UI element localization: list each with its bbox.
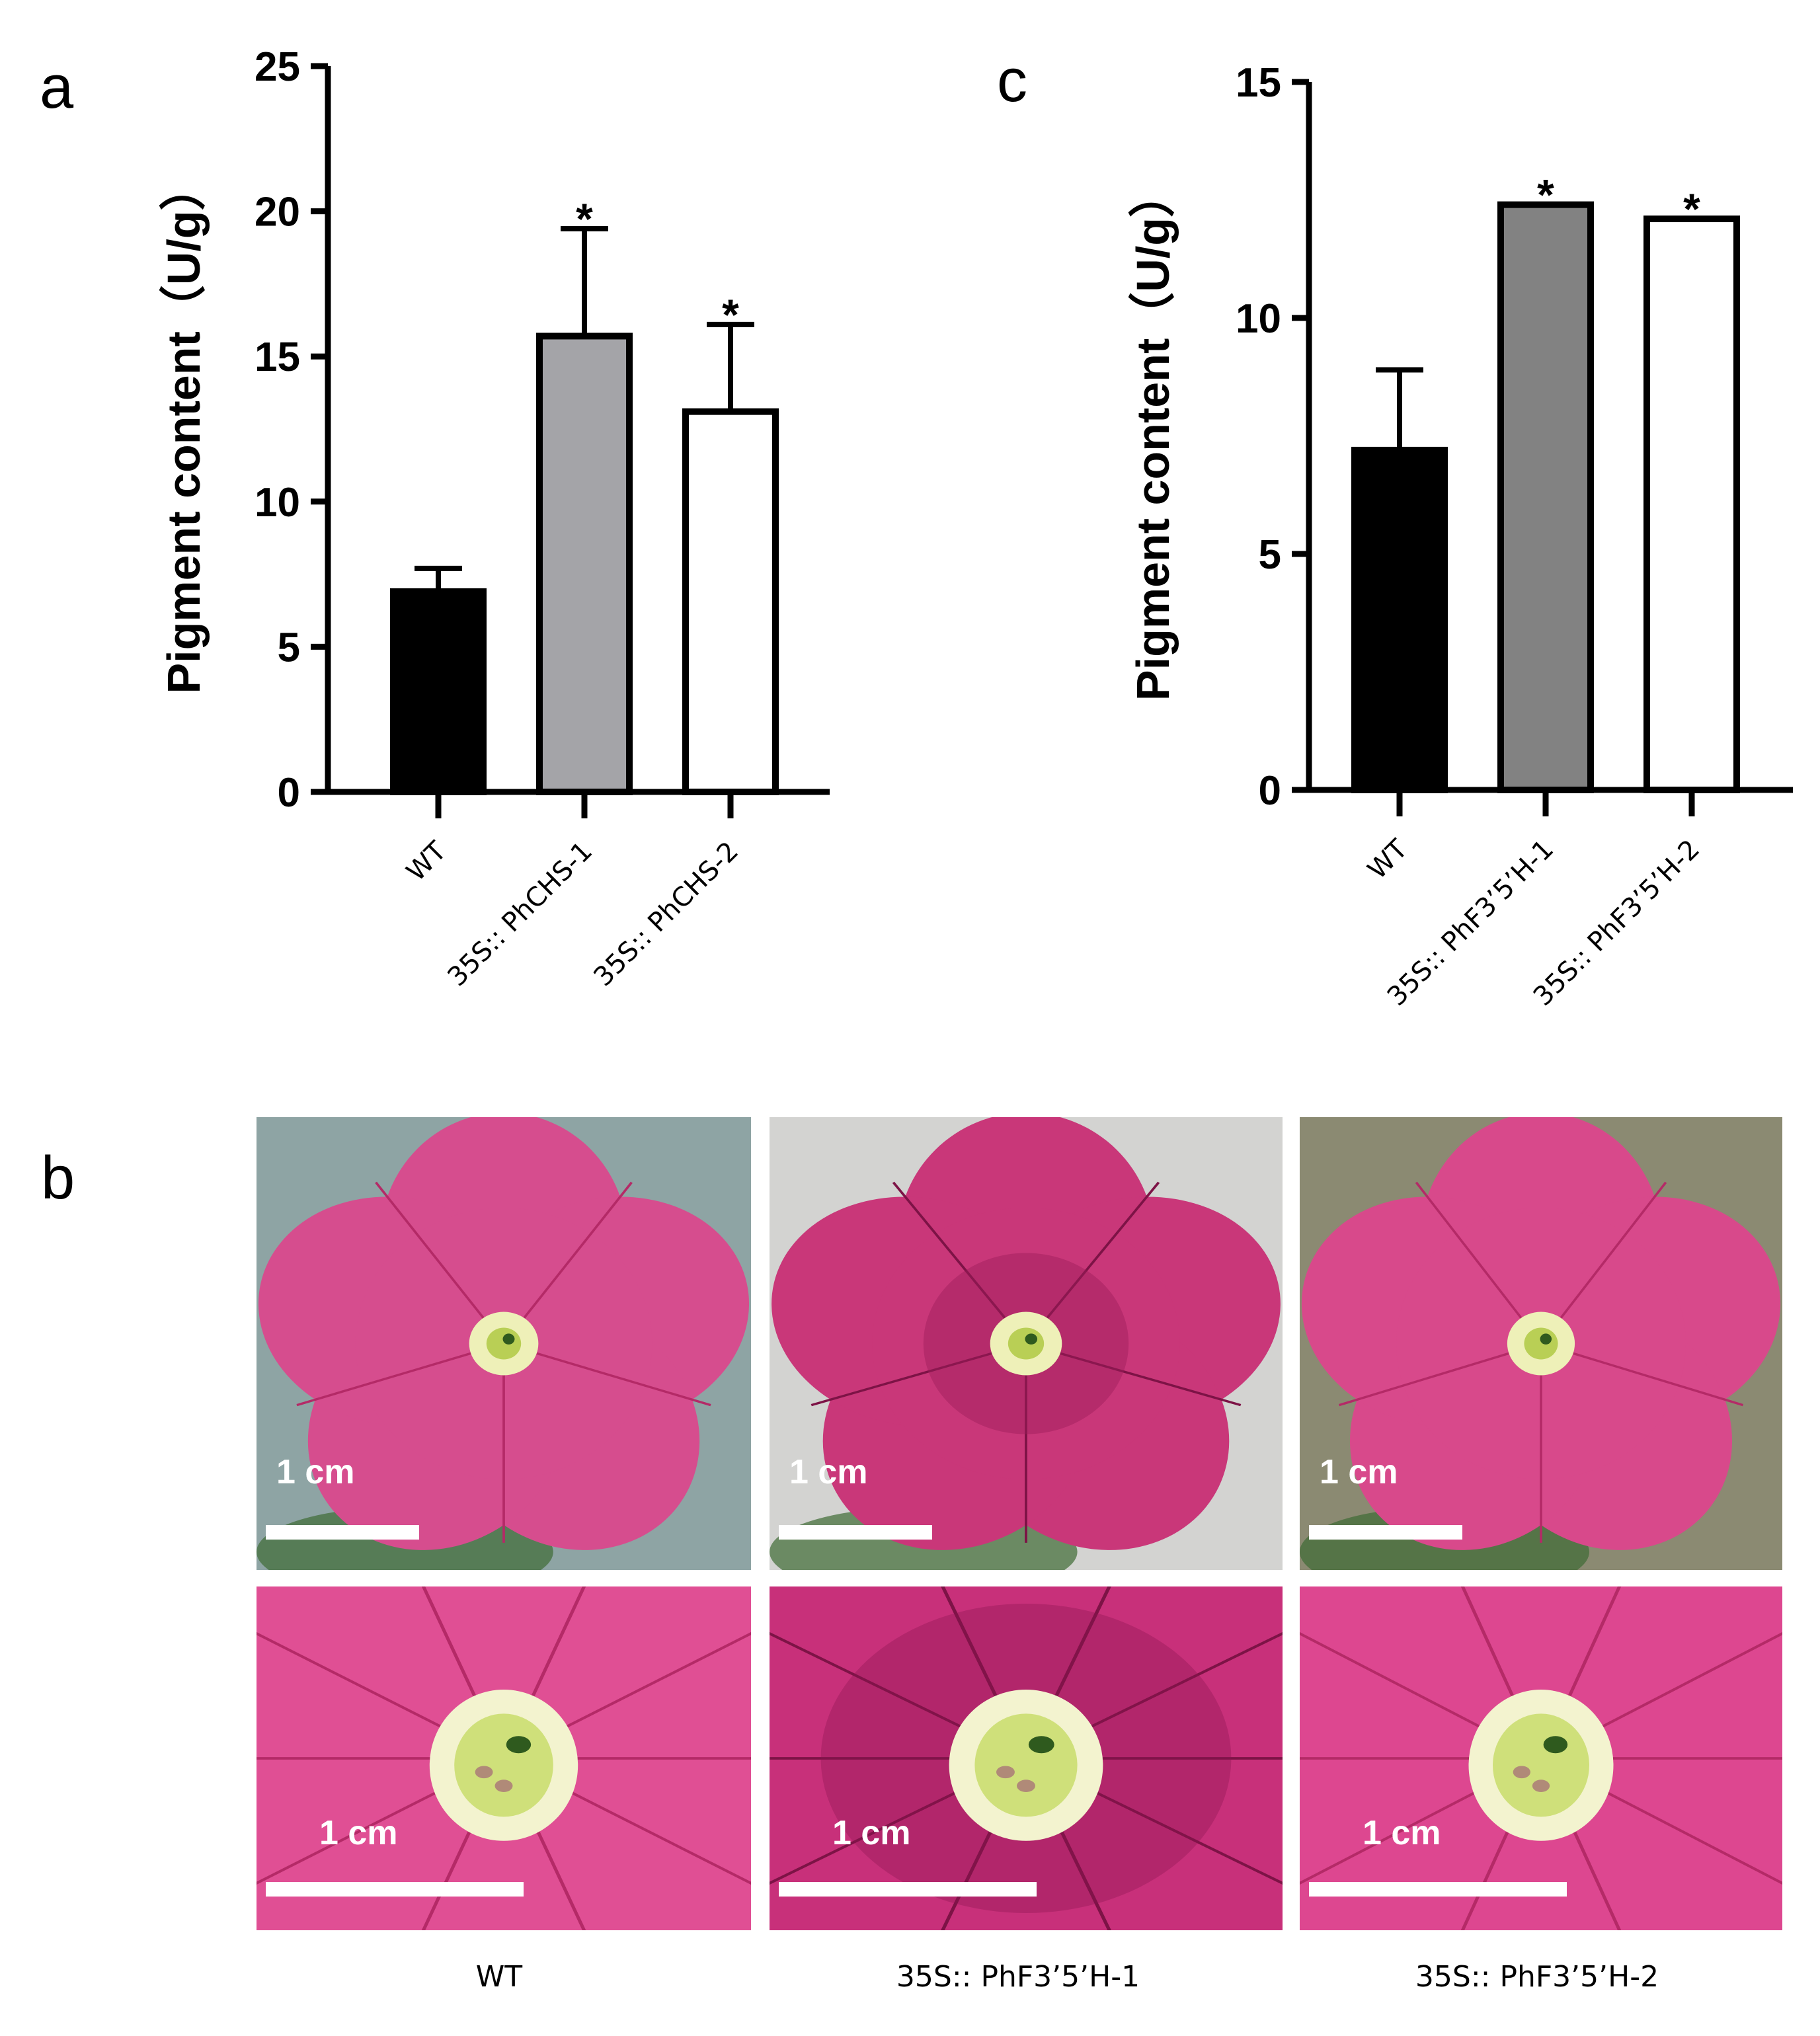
bar-1 [1351,446,1448,793]
y-tick-label: 25 [255,44,300,90]
panel-letter-b: b [41,1144,75,1212]
photo-caption-phf35h-2: 35S:: PhF3’5’H-2 [1415,1960,1659,1994]
scale-bar [779,1524,932,1540]
y-tick-label: 5 [1259,532,1281,578]
significance-marker: * [1683,184,1700,233]
scale-bar-label: 1 cm [789,1452,868,1491]
y-tick-label: 20 [255,190,300,235]
panel-letter-c: c [997,47,1027,114]
scale-bar [1309,1524,1462,1540]
photo-caption-wt: WT [475,1960,523,1994]
flower-photo: 1 cm [770,1117,1283,1570]
y-axis-label: Pigment content（U/g） [1127,171,1179,701]
scale-bar-label: 1 cm [276,1452,355,1491]
flower-photo: 1 cm [1300,1586,1782,1930]
x-tick-label: WT [1362,834,1413,885]
scale-bar-label: 1 cm [319,1814,398,1853]
scale-bar [779,1882,1037,1897]
y-tick-label: 10 [1236,296,1281,342]
flower-photo: 1 cm [1300,1117,1782,1570]
scale-bar [1309,1882,1567,1897]
scale-bar [266,1524,419,1540]
bar-2 [536,333,633,795]
flower-photo: 1 cm [257,1117,751,1570]
significance-marker: * [722,290,739,339]
flower-photo: 1 cm [770,1586,1283,1930]
significance-marker: * [1537,171,1554,219]
scale-bar-label: 1 cm [1320,1452,1398,1491]
scale-bar-label: 1 cm [1363,1814,1441,1853]
photo-caption-phf35h-1: 35S:: PhF3’5’H-1 [896,1960,1140,1994]
y-tick-label: 0 [278,770,300,816]
y-tick-label: 0 [1259,768,1281,814]
panel-letter-a: a [40,54,74,121]
flower-photo: 1 cm [257,1586,751,1930]
scale-bar-label: 1 cm [832,1814,911,1853]
x-tick-label: 35S:: PhF3’5’H-2 [1528,834,1706,1012]
bar-2 [1497,201,1594,793]
y-tick-label: 15 [1236,60,1281,106]
scale-bar [266,1882,524,1897]
y-axis-label: Pigment content（U/g） [158,164,210,693]
significance-marker: * [576,194,593,243]
y-tick-label: 15 [255,334,300,380]
y-tick-label: 10 [255,480,300,526]
bar-3 [1643,215,1740,793]
y-tick-label: 5 [278,625,300,670]
